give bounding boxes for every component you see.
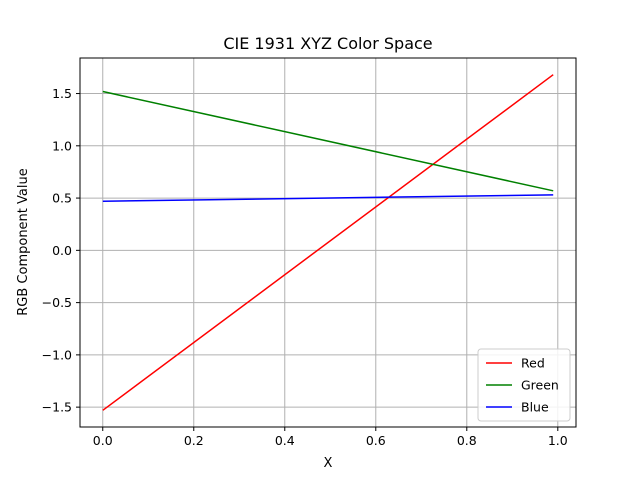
x-axis-label: X	[324, 456, 333, 471]
plot-lines	[102, 74, 554, 411]
y-axis-ticks: −1.5 −1.0 −0.5 0.0 0.5 1.0 1.5	[42, 86, 80, 415]
y-tick-label: 0.0	[52, 243, 72, 258]
series-line-blue	[102, 194, 554, 202]
x-tick-label: 0.0	[93, 433, 113, 448]
series-line-red	[102, 74, 554, 411]
series-line-green	[102, 90, 554, 192]
legend-label-blue: Blue	[521, 400, 549, 415]
x-tick-label: 1.0	[548, 433, 568, 448]
chart-title: CIE 1931 XYZ Color Space	[223, 34, 432, 53]
y-tick-label: 1.0	[52, 138, 72, 153]
legend-box	[477, 348, 571, 422]
x-tick-label: 0.6	[366, 433, 386, 448]
axes-frame	[79, 57, 577, 428]
x-tick-label: 0.2	[184, 433, 204, 448]
legend-label-green: Green	[521, 378, 559, 393]
y-tick-label: −1.0	[42, 347, 72, 362]
legend-label-red: Red	[521, 356, 545, 371]
y-tick-label: 0.5	[52, 191, 72, 206]
legend: Red Green Blue	[477, 348, 571, 422]
x-tick-label: 0.4	[275, 433, 295, 448]
y-tick-label: −1.5	[42, 400, 72, 415]
x-axis-ticks: 0.0 0.2 0.4 0.6 0.8 1.0	[93, 427, 568, 448]
y-tick-label: 1.5	[52, 86, 72, 101]
y-axis-label: RGB Component Value	[16, 168, 31, 315]
x-tick-label: 0.8	[457, 433, 477, 448]
y-tick-label: −0.5	[42, 295, 72, 310]
